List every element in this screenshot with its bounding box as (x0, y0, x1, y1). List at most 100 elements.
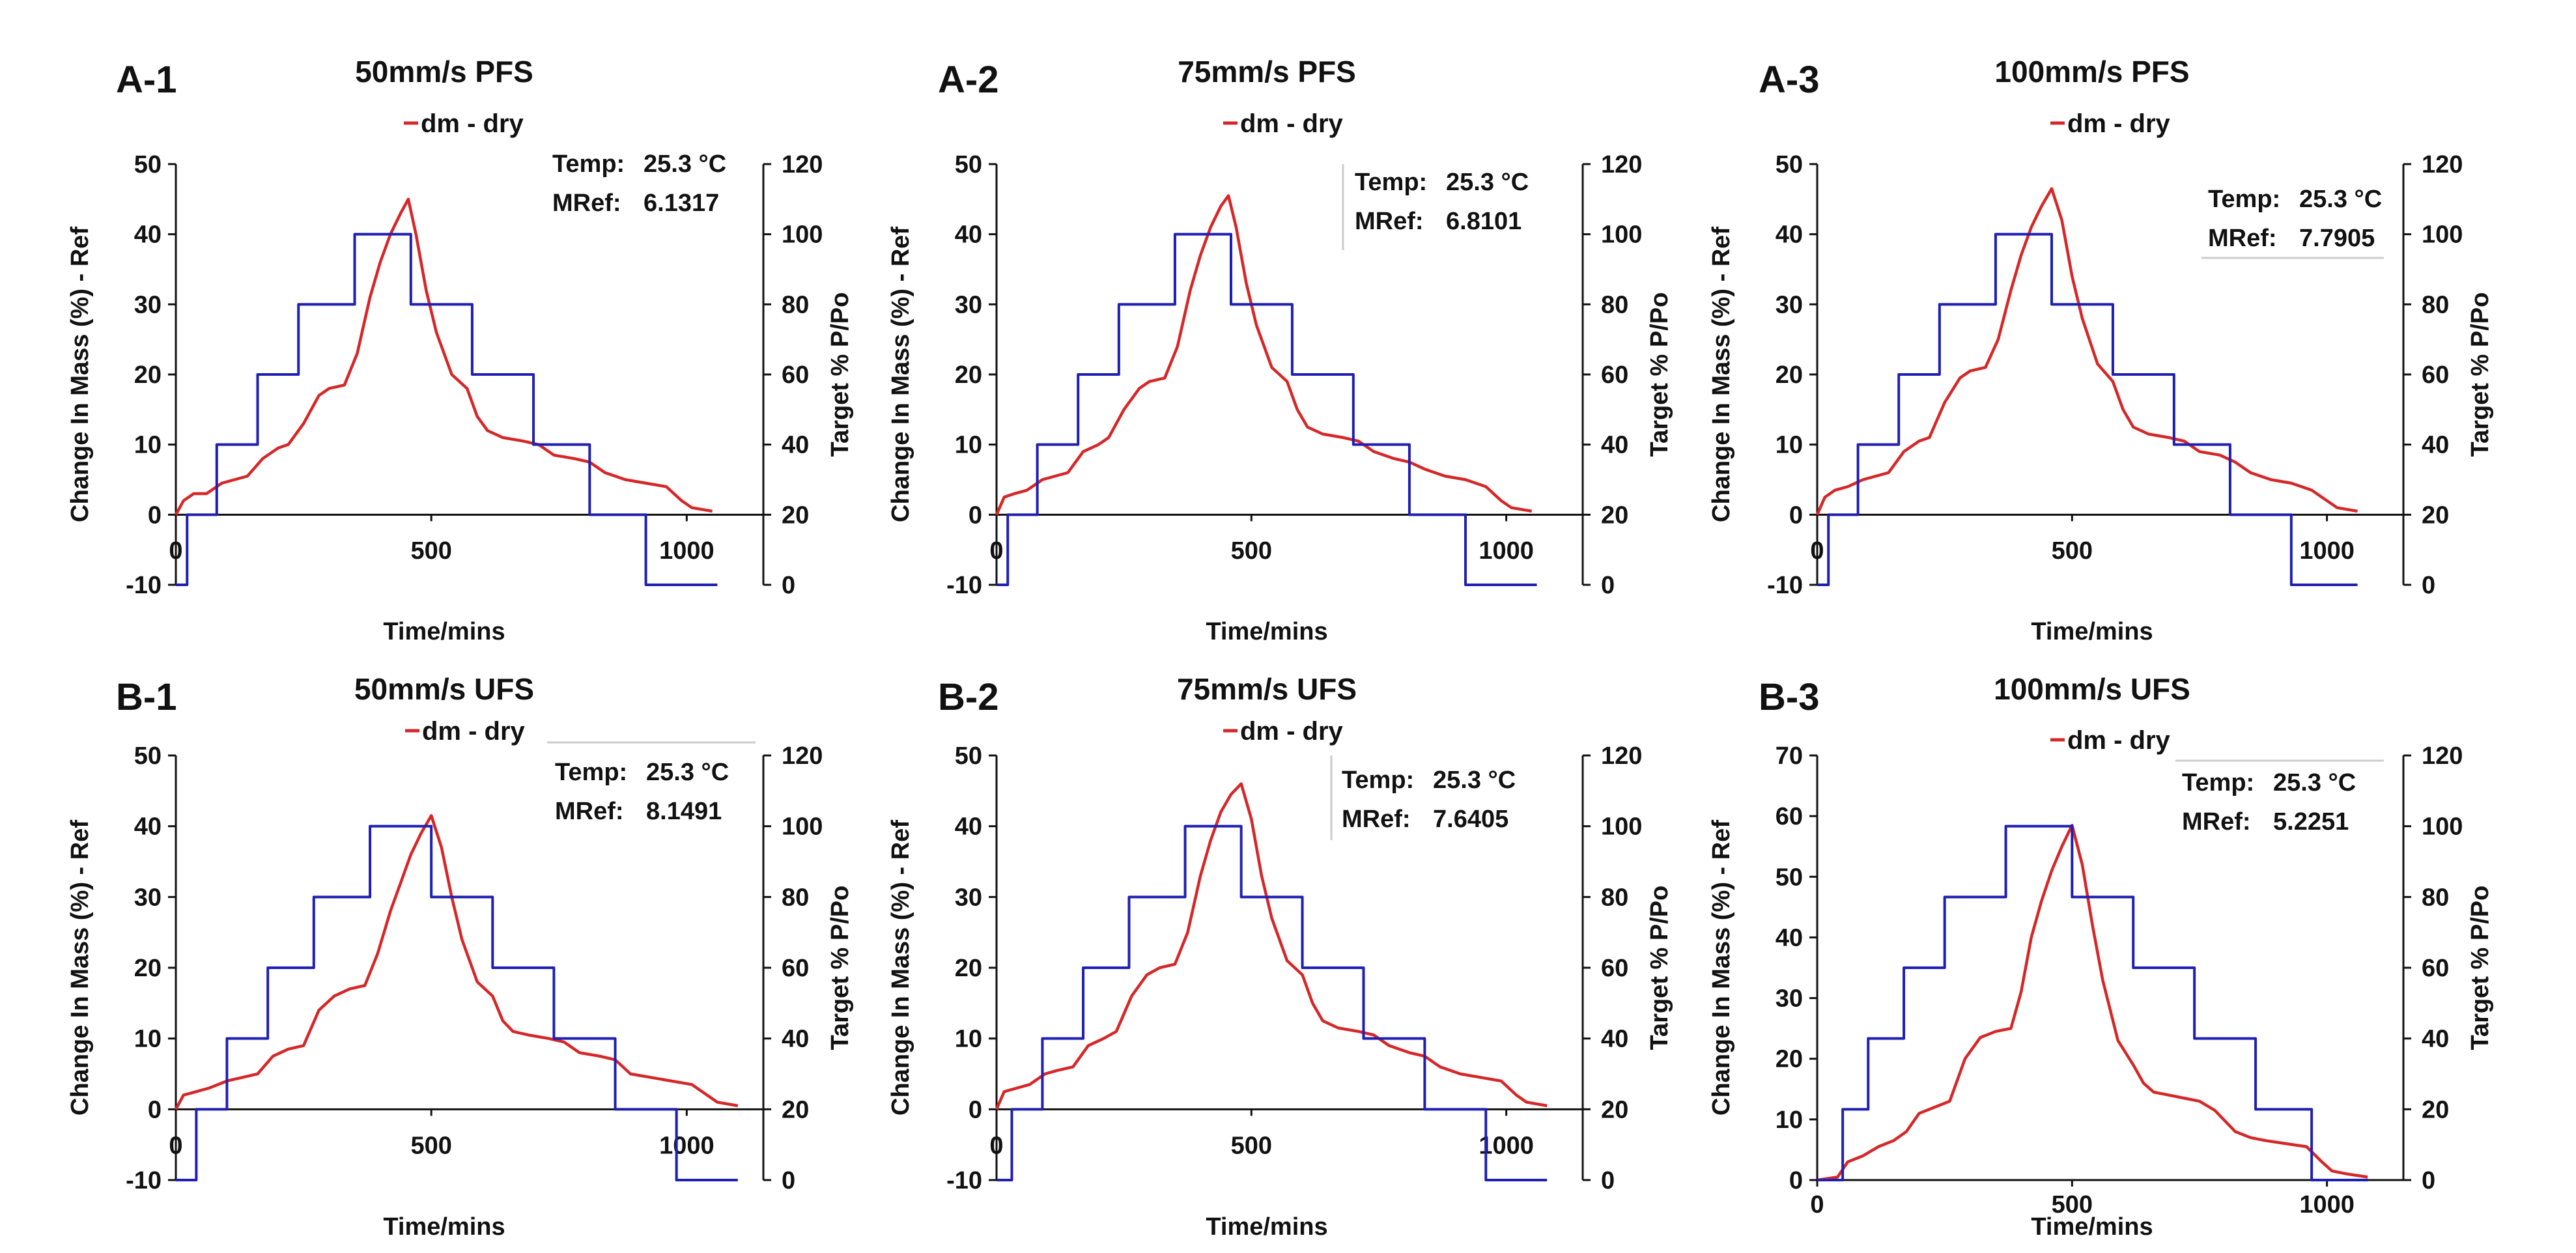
y2-tick-label: 100 (2422, 813, 2463, 841)
target-pressure-series (176, 232, 718, 586)
mref-value: 7.6405 (1433, 806, 1508, 833)
mref-label: MRef: (2182, 808, 2251, 836)
y-tick-label: -10 (946, 572, 982, 599)
y2-tick-label: 80 (2422, 291, 2449, 318)
y-ticks: -10 0 10 20 30 40 50 (946, 742, 997, 1194)
y-tick-label: 10 (134, 432, 162, 459)
y-tick-label: 40 (1776, 221, 1803, 249)
y-tick-label: 10 (955, 432, 982, 459)
x-tick-label: 1000 (1479, 537, 1534, 565)
y-tick-label: 40 (955, 221, 982, 249)
temp-label: Temp: (2182, 769, 2254, 796)
y-tick-label: 20 (1776, 361, 1803, 389)
y-tick-label: 0 (148, 1096, 162, 1123)
y-axis-title-wrap: Change In Mass (%) - Ref (887, 227, 914, 522)
y2-tick-label: 100 (1601, 221, 1642, 249)
legend-label: dm - dry (2067, 726, 2171, 755)
x-tick-label: 1000 (2299, 1191, 2355, 1218)
x-tick-label: 500 (2052, 1191, 2093, 1218)
y2-tick-label: 100 (782, 221, 823, 249)
chart-title: 50mm/s PFS (355, 55, 533, 89)
mref-label: MRef: (555, 798, 624, 825)
series-group (995, 782, 1548, 1181)
panel-label: B-2 (938, 676, 998, 718)
panel-b-1: B-1 50mm/s UFS dm - dry Temp: 25.3 °C MR… (66, 672, 854, 1241)
y-tick-label: 50 (1776, 864, 1803, 891)
info-box: Temp: 25.3 °C MRef: 6.8101 (1342, 164, 1529, 250)
panel-a-3: A-3 100mm/s PFS dm - dry Temp: 25.3 °C M… (1708, 55, 2494, 645)
y-tick-label: 10 (955, 1026, 982, 1053)
chart-title: 50mm/s UFS (354, 672, 534, 706)
panel-a-2: A-2 75mm/s PFS dm - dry Temp: 25.3 °C MR… (887, 55, 1673, 645)
y-tick-label: 40 (955, 813, 982, 841)
y2-tick-label: 40 (782, 432, 809, 459)
temp-label: Temp: (1355, 169, 1427, 196)
y2-tick-label: 100 (782, 813, 823, 841)
y-tick-label: -10 (1767, 572, 1803, 599)
temp-value: 25.3 °C (2299, 186, 2382, 213)
y-tick-label: 0 (148, 501, 162, 529)
x-tick-label: 500 (1231, 537, 1272, 565)
y2-axis-title: Target % P/Po (1646, 292, 1673, 457)
panel-label: B-1 (116, 676, 177, 718)
y2-tick-label: 60 (2422, 361, 2449, 389)
y-tick-label: 40 (134, 221, 162, 249)
series-group (1815, 187, 2358, 586)
y-axis-title-wrap: Change In Mass (%) - Ref (66, 227, 94, 522)
y-tick-label: 10 (134, 1026, 162, 1053)
y-axis-title-wrap: Change In Mass (%) - Ref (66, 820, 94, 1116)
temp-label: Temp: (1342, 767, 1414, 794)
y-tick-label: 30 (134, 291, 162, 318)
x-tick-label: 1000 (2299, 537, 2355, 565)
legend-label: dm - dry (1240, 717, 1344, 746)
info-box: Temp: 25.3 °C MRef: 6.1317 (552, 150, 726, 217)
y-tick-label: 50 (955, 742, 982, 770)
legend: dm - dry (1223, 109, 1344, 138)
y-tick-label: 70 (1776, 742, 1803, 770)
mass-change-series (995, 782, 1548, 1110)
y2-ticks: 0 20 40 60 80 100 120 (763, 742, 823, 1194)
y2-tick-label: 60 (782, 361, 809, 389)
info-box: Temp: 25.3 °C MRef: 7.6405 (1330, 755, 1516, 840)
mass-change-series (995, 194, 1533, 516)
y2-tick-label: 80 (782, 291, 809, 318)
x-axis-title: Time/mins (1206, 618, 1327, 645)
panel-b-2: B-2 75mm/s UFS dm - dry Temp: 25.3 °C MR… (887, 672, 1673, 1241)
panel-a-1: A-1 50mm/s PFS dm - dry Temp: 25.3 °C MR… (66, 55, 854, 645)
panel-label: A-2 (938, 59, 998, 101)
temp-label: Temp: (555, 759, 627, 786)
mref-value: 8.1491 (646, 798, 722, 825)
y-axis-title: Change In Mass (%) - Ref (1708, 227, 1735, 522)
y2-tick-label: 80 (782, 884, 809, 911)
target-pressure-series (1817, 232, 2358, 586)
y2-tick-label: 20 (782, 501, 809, 529)
y-axis-title-wrap: Change In Mass (%) - Ref (887, 820, 914, 1116)
y2-ticks: 0 20 40 60 80 100 120 (2403, 151, 2463, 599)
y2-tick-label: 120 (2422, 742, 2463, 770)
y-tick-label: 30 (134, 884, 162, 911)
y2-tick-label: 0 (1601, 1167, 1615, 1194)
x-tick-label: 1000 (659, 1133, 715, 1160)
temp-value: 25.3 °C (1433, 767, 1516, 794)
y-tick-label: 30 (1776, 291, 1803, 318)
y2-tick-label: 120 (2422, 151, 2463, 178)
mref-value: 6.1317 (644, 190, 719, 217)
y-axis-title: Change In Mass (%) - Ref (887, 820, 914, 1116)
y-tick-label: 20 (955, 955, 982, 982)
y2-tick-label: 120 (782, 151, 823, 178)
mref-value: 6.8101 (1446, 208, 1522, 235)
y2-axis-title-wrap: Target % P/Po (1646, 886, 1673, 1050)
y2-tick-label: 0 (1601, 572, 1615, 599)
chart-title: 100mm/s PFS (1994, 55, 2189, 89)
y-tick-label: 50 (134, 742, 162, 770)
y-tick-label: 0 (969, 501, 982, 529)
legend-label: dm - dry (1240, 109, 1344, 138)
y2-tick-label: 20 (2422, 501, 2449, 529)
mref-label: MRef: (1342, 806, 1411, 833)
y-tick-label: 20 (1776, 1046, 1803, 1073)
x-axis-title: Time/mins (1206, 1213, 1327, 1241)
y-ticks: -10 0 10 20 30 40 50 (126, 742, 176, 1194)
y2-tick-label: 0 (2422, 1167, 2435, 1194)
